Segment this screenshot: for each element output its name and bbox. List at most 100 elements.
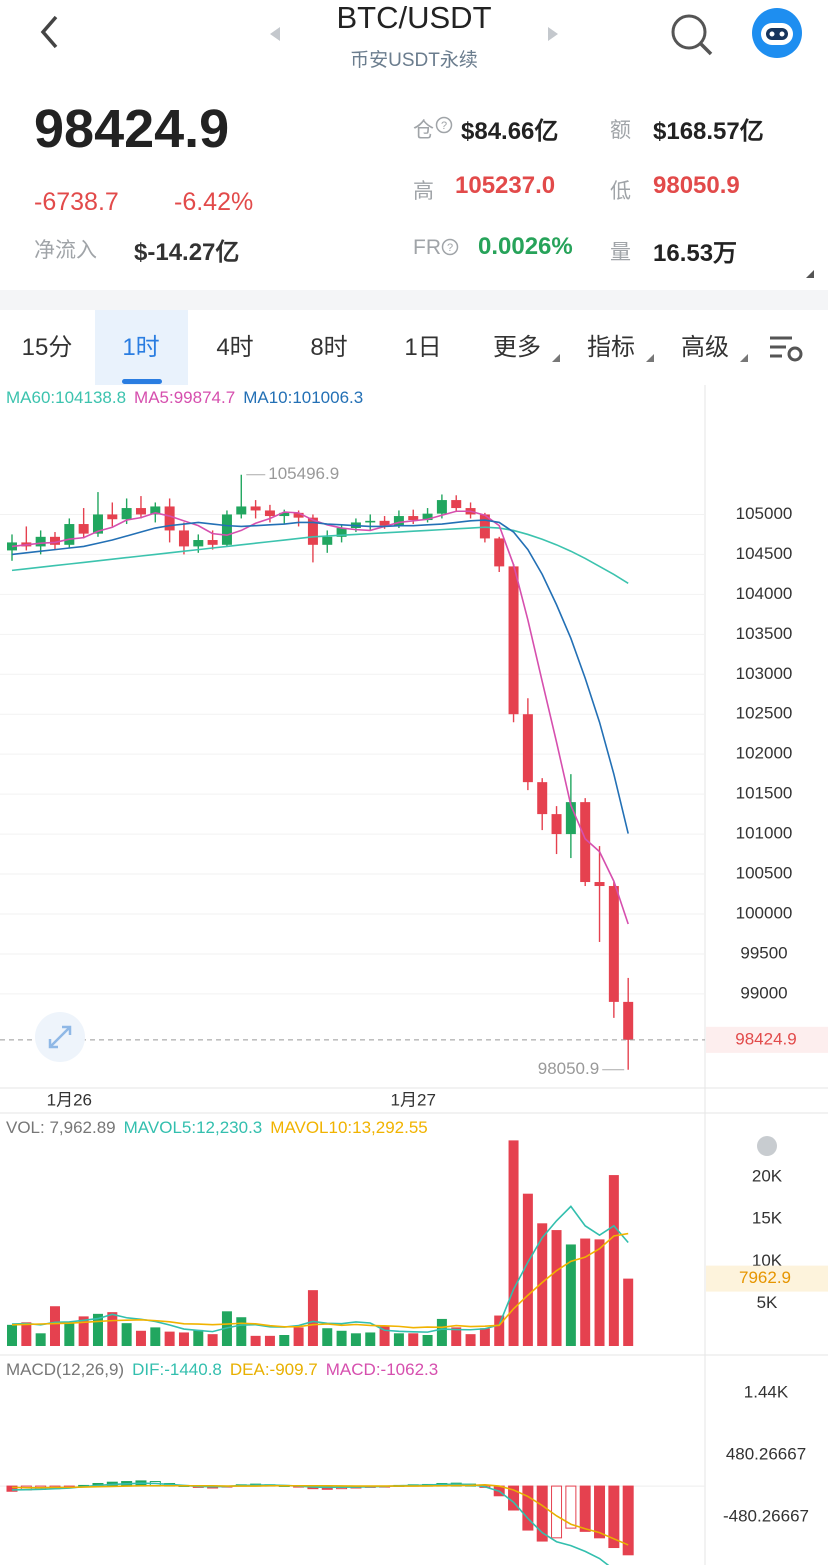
candle-body (135, 508, 146, 515)
candle-body (35, 536, 46, 547)
kline-toggle[interactable] (757, 1136, 777, 1156)
macd-bar (551, 1485, 563, 1539)
tab[interactable]: 更多 (470, 310, 564, 385)
candle-body (293, 512, 304, 518)
candle-body (537, 782, 548, 815)
candle-body (193, 540, 204, 547)
candle-body (150, 506, 161, 515)
candle-body (49, 536, 60, 545)
candle-body (264, 510, 275, 517)
y-tick-label: 101000 (736, 824, 793, 843)
stat-label: 高 (413, 180, 434, 203)
macd-bar (536, 1485, 548, 1542)
y-tick-label: -480.26667 (723, 1507, 809, 1526)
candle-body (436, 500, 447, 514)
y-tick-label: 101500 (736, 784, 793, 803)
search-handle (699, 42, 713, 56)
volume-bar (537, 1223, 548, 1346)
tab[interactable]: 1日 (404, 334, 442, 361)
volume-bar (451, 1327, 462, 1346)
candle-body (393, 516, 404, 526)
tab[interactable]: 指标 (564, 310, 658, 385)
candle-body (451, 500, 462, 509)
pair-title[interactable]: BTC/USDT (336, 0, 492, 35)
volume-bar (35, 1333, 46, 1346)
volume-bar (21, 1322, 32, 1346)
help-icon[interactable]: ? (441, 238, 459, 256)
tab[interactable]: 高级 (658, 310, 752, 385)
corner-icon (806, 270, 814, 278)
candle-body (178, 530, 189, 547)
expand-corner[interactable] (804, 268, 816, 280)
tab[interactable]: 4时 (216, 334, 254, 361)
volume-bar (580, 1238, 591, 1346)
candle-body (551, 814, 562, 835)
candle-body (508, 566, 519, 715)
volume-bar (78, 1316, 89, 1346)
legend-entry: DEA:-909.7 (229, 1360, 318, 1379)
current-volume-bg (706, 1265, 828, 1292)
settings-gear (787, 346, 803, 362)
candle-body (608, 886, 619, 1002)
tab[interactable]: 1时 (122, 334, 160, 361)
volume-bar (107, 1312, 118, 1346)
help-mark: ? (447, 242, 453, 254)
macd-bar (608, 1485, 620, 1549)
mavol-line (11, 1232, 629, 1329)
expand-button[interactable] (35, 1012, 85, 1062)
candle-body (107, 514, 118, 520)
help-icon[interactable]: ? (435, 116, 453, 134)
settings-lines (770, 336, 792, 358)
stat-value: $84.66亿 (461, 118, 559, 145)
volume-bar (565, 1244, 576, 1346)
legend-entry: MACD:-1062.3 (325, 1360, 439, 1379)
back-button[interactable] (36, 14, 66, 50)
volume-bar (608, 1175, 619, 1346)
expand-icon (48, 1025, 72, 1049)
tab[interactable]: 8时 (310, 334, 348, 361)
y-tick-label: 99500 (740, 943, 787, 962)
y-tick-label: 5K (757, 1293, 778, 1312)
legend-entry: MAVOL5:12,230.3 (123, 1118, 263, 1137)
separator (0, 290, 828, 310)
macd-bar (6, 1485, 18, 1492)
volume-bar (121, 1323, 132, 1346)
stat-value: 98050.9 (653, 172, 740, 199)
candle-body (494, 538, 505, 567)
volume-bar (92, 1313, 103, 1346)
kline-chart: 105000 104500 104000 103500 103000 102500 1020… (0, 385, 828, 1565)
macd-bar (622, 1485, 634, 1556)
y-tick-label: 104500 (736, 544, 793, 563)
volume-bar (336, 1330, 347, 1346)
y-tick-label: 102500 (736, 704, 793, 723)
ma-line (11, 526, 629, 584)
y-tick-label: 1.44K (744, 1382, 789, 1401)
stat-label: FR (413, 236, 441, 259)
tab[interactable]: 15分 (21, 334, 73, 361)
legend-entry: MAVOL10:13,292.55 (270, 1118, 428, 1137)
avatar[interactable] (750, 6, 804, 60)
macd-bar (565, 1485, 577, 1529)
help-circle (441, 238, 459, 256)
candle-body (365, 520, 376, 523)
candle-body (64, 524, 75, 545)
current-price-bg (706, 1026, 828, 1053)
legend-entry: DIF:-1440.8 (132, 1360, 222, 1379)
volume-bar (393, 1333, 404, 1346)
candle-body (236, 506, 247, 515)
volume-bar (279, 1335, 290, 1346)
pair-arrows (270, 27, 558, 41)
volume-bar (236, 1317, 247, 1346)
ma-legend: MA60:104138.8 MA5:99874.7 MA10:101006.3 (6, 388, 363, 408)
candle-body (623, 1001, 634, 1040)
settings-button[interactable] (768, 334, 808, 364)
volume-bar (508, 1140, 519, 1346)
stat-value: 0.0026% (478, 233, 573, 260)
volume-bar (365, 1332, 376, 1346)
avatar-eye (769, 31, 775, 37)
ma-line (11, 510, 629, 925)
candle-body (322, 536, 333, 545)
search-button[interactable] (668, 12, 716, 58)
dropdown-caret (740, 354, 748, 362)
candle-body (78, 524, 89, 534)
